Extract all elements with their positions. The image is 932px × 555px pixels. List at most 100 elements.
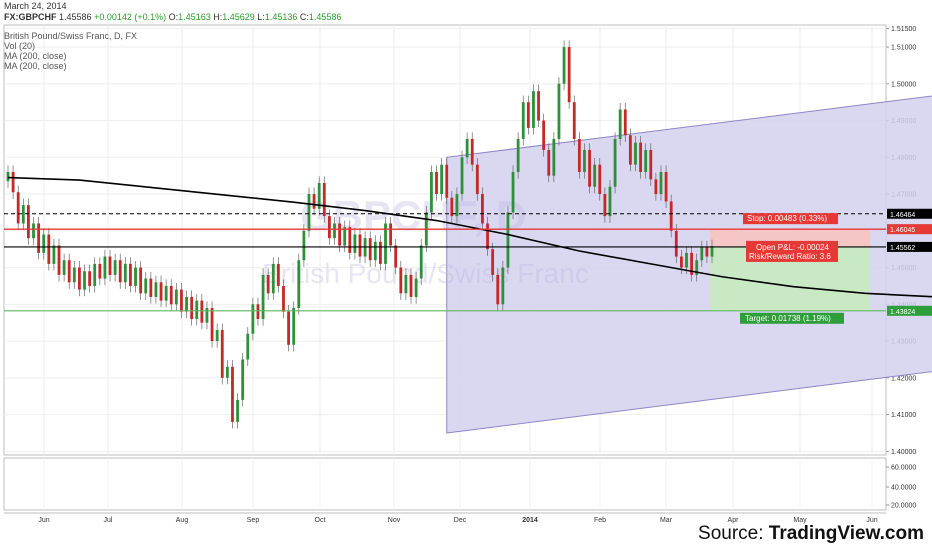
candle-body — [368, 238, 372, 261]
candle-body — [241, 359, 245, 400]
candle-body — [129, 263, 132, 286]
candle-body — [695, 260, 699, 275]
candle-body — [108, 256, 112, 275]
x-tick-label: Jun — [38, 517, 49, 524]
low-label: L: — [257, 12, 265, 22]
candle-body — [246, 333, 250, 360]
indicator-volume[interactable]: Vol (20) — [4, 41, 36, 51]
candle-body — [373, 241, 377, 261]
x-tick-label: Jul — [104, 517, 113, 524]
candle-body — [562, 47, 566, 84]
candle-body — [705, 247, 709, 257]
candle-body — [399, 267, 403, 294]
candle-body — [353, 234, 357, 253]
x-tick-label: Sep — [247, 517, 260, 524]
candle-body — [435, 172, 438, 195]
indicator-ma-1[interactable]: MA (200, close) — [4, 51, 67, 61]
candle-body — [236, 399, 239, 422]
x-tick-label: Oct — [315, 517, 326, 524]
candle-body — [710, 246, 714, 257]
candle-body — [225, 366, 229, 378]
candle-body — [215, 330, 219, 342]
candle-body — [220, 330, 224, 378]
x-tick-label: Dec — [454, 517, 467, 524]
candle-body — [506, 212, 510, 268]
candle-body — [516, 138, 520, 173]
candle-body — [475, 164, 479, 195]
candle-body — [32, 223, 35, 239]
candle-body — [78, 267, 81, 290]
candle-body — [174, 289, 178, 305]
volume-tick-label: 20.0000 — [891, 503, 916, 510]
candle-body — [190, 296, 194, 320]
candle-body — [379, 241, 382, 264]
target-annotation-box — [740, 312, 844, 324]
candle-body — [664, 172, 668, 202]
candle-body — [486, 223, 489, 250]
candle-body — [654, 179, 658, 195]
candle-body — [27, 205, 30, 239]
candle-body — [134, 267, 137, 286]
watermark-name: British Pound/Swiss Franc — [262, 258, 589, 289]
candle-body — [302, 230, 306, 261]
candle-body — [261, 274, 265, 320]
chart-date: March 24, 2014 — [4, 1, 67, 11]
candle-body — [496, 274, 500, 305]
candle-body — [679, 256, 683, 268]
candle-body — [511, 172, 515, 213]
candle-body — [445, 164, 449, 198]
candle-body — [470, 138, 474, 165]
candle-body — [588, 149, 591, 187]
high-label: H: — [213, 12, 223, 22]
candle-body — [526, 102, 530, 128]
y-tick-label: 1.42000 — [891, 375, 916, 382]
chart-title: British Pound/Swiss Franc, D, FX — [4, 31, 138, 41]
candle-body — [287, 311, 290, 345]
candle-body — [164, 285, 168, 301]
candle-body — [185, 296, 188, 312]
candle-body — [266, 274, 270, 294]
candle-body — [690, 252, 693, 275]
candle-body — [394, 245, 398, 268]
candle-body — [297, 260, 301, 308]
candle-body — [276, 263, 280, 286]
price-label-box — [887, 208, 932, 219]
candle-body — [628, 135, 632, 165]
candle-body — [644, 149, 648, 173]
source-credit: Source: TradingView.com — [698, 523, 924, 545]
candle-body — [67, 260, 71, 283]
candle-body — [414, 278, 418, 297]
candle-body — [98, 263, 102, 279]
candle-body — [450, 197, 454, 217]
candle-body — [419, 245, 423, 279]
open-label: O: — [168, 12, 179, 22]
candle-body — [542, 120, 546, 150]
candle-body — [11, 172, 15, 193]
ticker-line: FX:GBPCHF 1.45586 +0.00142 (+0.1%) O:1.4… — [4, 12, 341, 22]
y-tick-label: 1.50000 — [891, 81, 916, 88]
candle-body — [659, 172, 663, 195]
candle-body — [572, 102, 576, 139]
candle-body — [180, 289, 183, 312]
candle-body — [169, 285, 173, 305]
candle-body — [348, 227, 352, 253]
candle-body — [460, 157, 464, 195]
pnl-annotation-text: Open P&L: -0.00024 — [756, 243, 829, 252]
candle-body — [123, 263, 127, 283]
candle-body — [521, 102, 525, 139]
price-label-box — [887, 241, 932, 252]
x-tick-label: 2014 — [522, 517, 538, 524]
candle-body — [583, 149, 586, 173]
candle-body — [159, 282, 163, 301]
candle-body — [47, 234, 51, 264]
volume-pane — [3, 457, 887, 511]
indicator-ma-2[interactable]: MA (200, close) — [4, 61, 67, 71]
low-value: 1.45136 — [264, 12, 298, 22]
candle-body — [282, 285, 285, 312]
x-tick-label: Nov — [388, 517, 401, 524]
price-label-text: 1.45562 — [890, 245, 915, 252]
candle-body — [404, 274, 408, 294]
y-tick-label: 1.40000 — [891, 449, 916, 456]
price-change: +0.00142 (+0.1%) — [94, 12, 167, 22]
price-label-box — [887, 305, 932, 316]
